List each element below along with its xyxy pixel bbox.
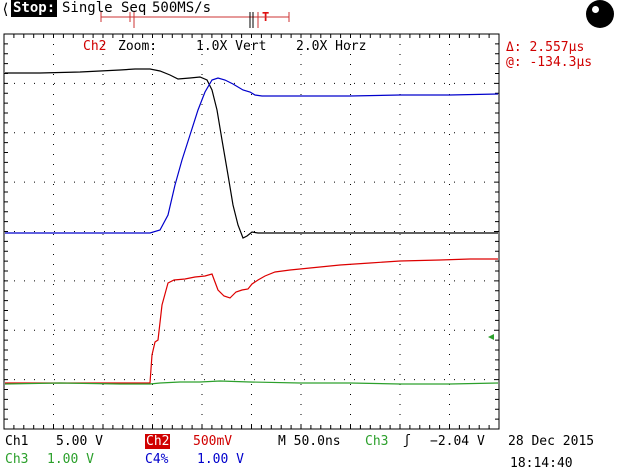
- acquisition-status-icon: [586, 0, 614, 28]
- acquisition-mode: Single Seq: [62, 0, 147, 16]
- record-bar: [100, 12, 290, 28]
- ch2-label: Ch2: [145, 434, 171, 449]
- ch1-scale: 5.00 V: [56, 434, 103, 449]
- status-highlight: [592, 6, 599, 13]
- cursor-position-readout: @: -134.3µs: [506, 55, 593, 70]
- ch4-trace: [5, 77, 499, 234]
- back-arrow-icon[interactable]: ⟨: [1, 0, 11, 18]
- ch2-trace: [5, 258, 498, 384]
- trigger-level-marker[interactable]: [488, 334, 494, 340]
- c4-scale: 1.00 V: [197, 452, 244, 467]
- timebase: M 50.0ns: [278, 434, 341, 449]
- ch3-label: Ch3: [5, 452, 29, 467]
- ch1-label: Ch1: [5, 434, 29, 449]
- trigger-slope-icon: ʃ: [403, 433, 411, 448]
- graticule-grid: [3, 33, 500, 430]
- zoom-vertical: 1.0X Vert: [196, 39, 267, 54]
- trigger-level: −2.04 V: [430, 434, 485, 449]
- zoom-horizontal: 2.0X Horz: [296, 39, 367, 54]
- ch3-trace: [4, 380, 499, 385]
- ch2-scale: 500mV: [193, 434, 233, 449]
- cursor-delta-readout: Δ: 2.557µs: [506, 40, 585, 55]
- ch3-scale: 1.00 V: [47, 452, 94, 467]
- date: 28 Dec 2015: [508, 434, 595, 449]
- run-state-badge: Stop:: [11, 0, 58, 17]
- trigger-source: Ch3: [365, 434, 389, 449]
- sample-rate: 500MS/s: [152, 0, 212, 16]
- zoom-channel: Ch2: [83, 39, 107, 54]
- time: 18:14:40: [510, 456, 573, 471]
- ch1-trace: [5, 68, 498, 239]
- c4-label: C4%: [145, 452, 169, 467]
- zoom-label: Zoom:: [118, 39, 158, 54]
